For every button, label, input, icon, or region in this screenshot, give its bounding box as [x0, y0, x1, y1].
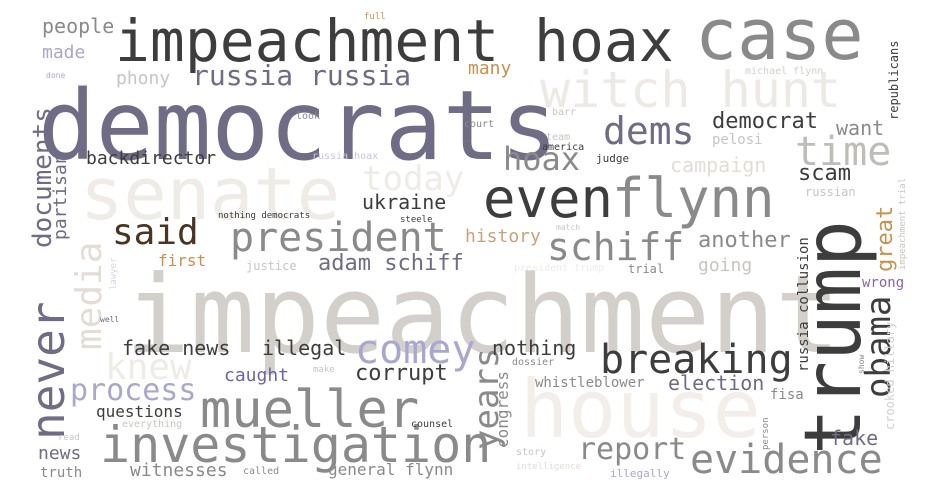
word: russia russia [192, 59, 412, 92]
word: justice [246, 259, 297, 273]
word: truth [40, 465, 83, 481]
word: hoax [503, 140, 581, 178]
word: even [483, 167, 614, 230]
word: dems [603, 109, 695, 153]
word: adam schiff [318, 251, 464, 276]
word: house [520, 363, 761, 456]
word: barr [552, 107, 577, 118]
word: team [546, 132, 571, 143]
word: case [695, 0, 864, 76]
word: nothing [492, 336, 577, 360]
word: democrat [712, 109, 818, 134]
word: pelosi [712, 132, 763, 148]
word: president [230, 215, 447, 261]
word: done [46, 71, 66, 80]
word: show [857, 354, 866, 374]
word: questions [96, 402, 183, 421]
word: corrupt [355, 361, 448, 386]
word: make [313, 365, 335, 375]
word: person [761, 417, 771, 450]
word: match [556, 223, 581, 232]
word: fake [830, 426, 879, 450]
word: great [873, 205, 898, 272]
word: evidence [690, 437, 883, 483]
word: story [516, 447, 547, 458]
word: steele [400, 215, 433, 225]
word: caught [224, 365, 290, 386]
word: court [464, 119, 495, 130]
word: crooked hillary [883, 321, 897, 430]
word: illegally [610, 467, 670, 480]
word: people [42, 14, 115, 38]
word: russia hoax [312, 151, 379, 162]
word: general flynn [328, 460, 454, 479]
word: many [468, 58, 512, 79]
word: witnesses [130, 460, 228, 481]
word: illegal [262, 336, 347, 360]
word: made [42, 42, 86, 63]
word: report [578, 432, 687, 467]
word: want [836, 116, 885, 140]
word: first [158, 251, 207, 270]
word: nothing democrats [218, 211, 311, 221]
word: impeachment trial [898, 177, 908, 270]
word: history [465, 226, 541, 247]
word: called [243, 466, 280, 477]
word: michael flynn [745, 66, 824, 77]
word: process [70, 373, 197, 408]
word: america [542, 142, 585, 153]
word: media [69, 241, 110, 350]
word: read [58, 433, 80, 443]
word: today [362, 159, 465, 199]
word: judge [596, 152, 630, 165]
word: fake news [122, 336, 231, 360]
word: impeachment [125, 253, 841, 378]
word: flynn [612, 167, 775, 230]
word: election [668, 371, 765, 395]
word: said [112, 212, 199, 253]
word: witch hunt [540, 61, 842, 119]
word: senate [80, 152, 341, 236]
word: campaign [670, 153, 767, 177]
word: full [364, 12, 386, 22]
word: investigation [100, 416, 492, 474]
word: congress [493, 370, 512, 448]
word: another [698, 228, 791, 253]
word: knew [105, 347, 192, 388]
word: dossier [512, 357, 555, 368]
word: intelligence [516, 462, 582, 472]
word: backdirector [86, 148, 217, 169]
word: news [38, 443, 82, 464]
word: scam [798, 161, 851, 186]
word: look [296, 111, 321, 122]
word: russia collusion [796, 237, 812, 372]
word: trial [628, 262, 665, 276]
word: partisan [50, 153, 71, 240]
word: ukraine [362, 190, 447, 214]
word: mueller [200, 380, 420, 440]
word: time [795, 129, 892, 175]
word: democrats [38, 70, 559, 182]
word: fisa [770, 387, 804, 403]
word: comey [355, 327, 476, 373]
word: russian [805, 185, 856, 199]
word: republicans [887, 40, 901, 120]
word: president trump [514, 263, 605, 274]
word: phony [116, 68, 171, 89]
word: everything [122, 419, 183, 430]
word: well [100, 315, 120, 324]
word: wrong [862, 275, 905, 291]
word: never [21, 301, 75, 440]
word: going [698, 255, 753, 276]
word: schiff [547, 225, 685, 269]
word: lawyer [109, 257, 119, 290]
word: breaking [600, 337, 793, 383]
word: counsel [411, 419, 454, 430]
word: whistleblower [535, 375, 645, 391]
word: impeachment hoax [115, 7, 674, 75]
